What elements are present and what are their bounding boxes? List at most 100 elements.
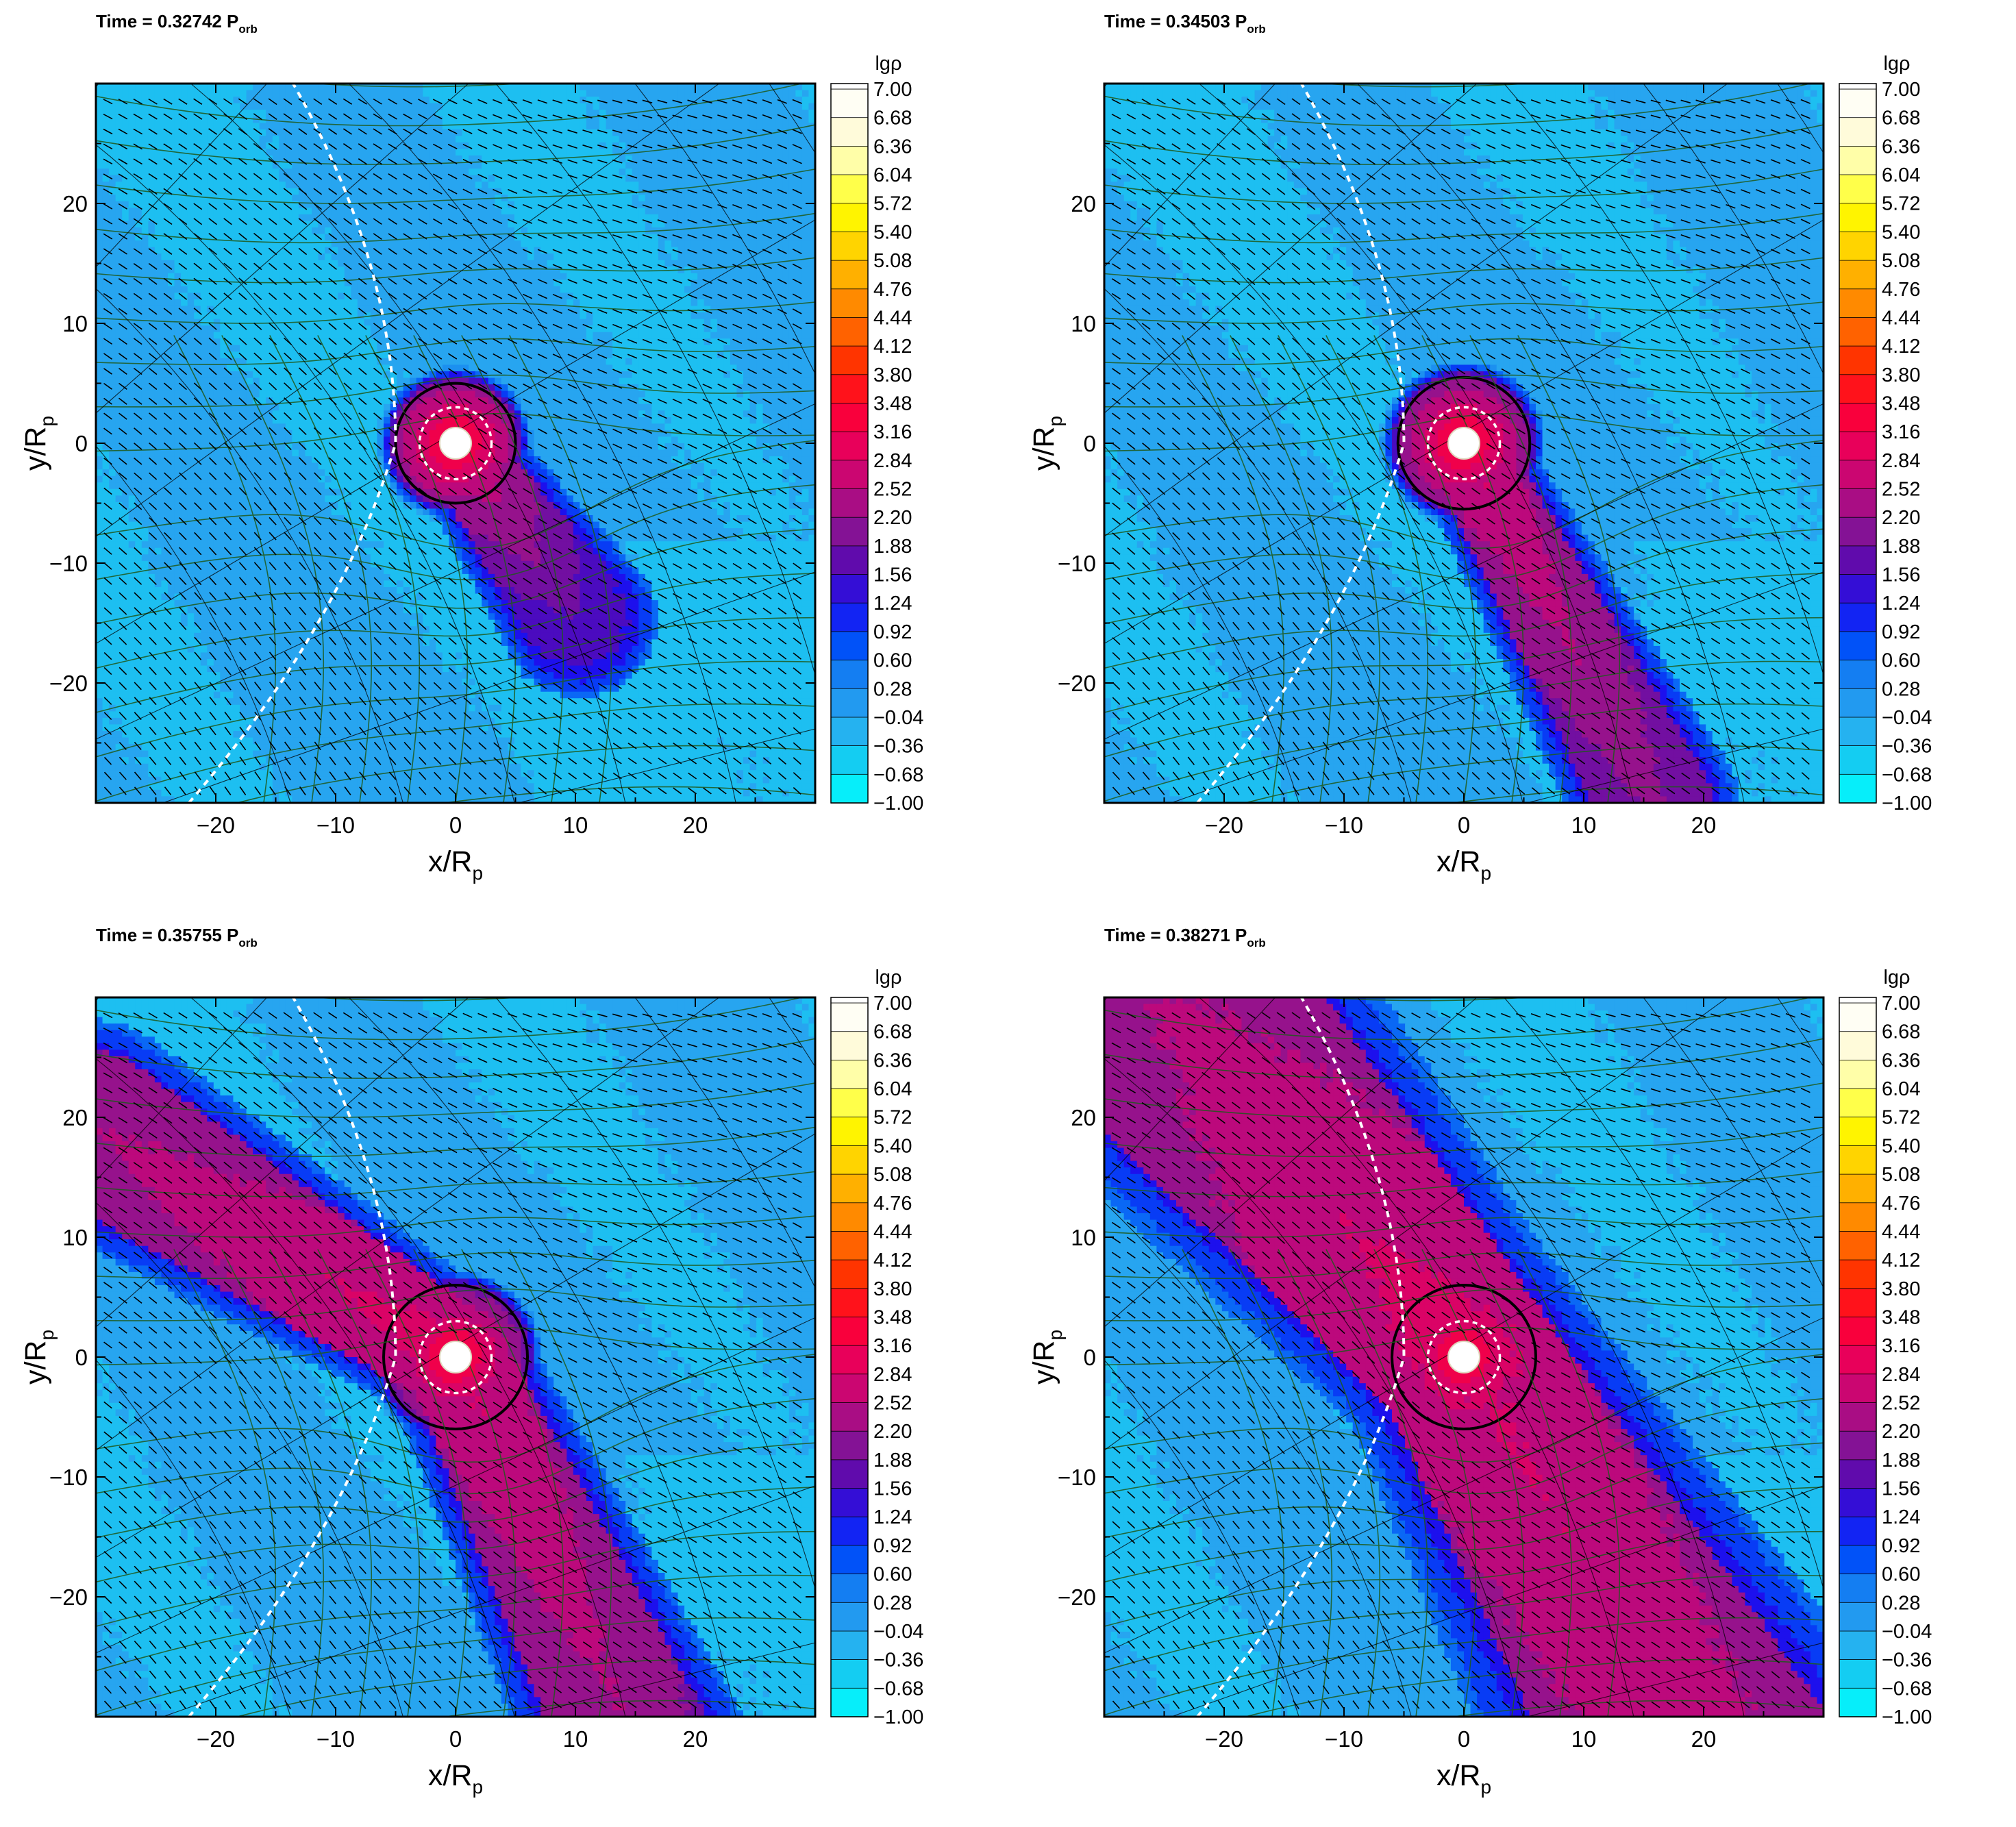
colorbar-tick-label: 5.72 (1882, 1107, 1920, 1129)
density-map (1104, 997, 1824, 1717)
colorbar-tick-label: 2.52 (873, 1393, 912, 1415)
colorbar-tick-label: 3.16 (873, 1335, 912, 1357)
colorbar-tick-label: 4.44 (873, 1221, 912, 1243)
x-tick-label: 20 (683, 812, 708, 838)
colorbar-tick-label: 1.24 (873, 1506, 912, 1528)
y-tick-label: 20 (62, 1105, 88, 1130)
x-axis-label: x/Rp (428, 1759, 483, 1798)
colorbar-tick-label: 4.12 (873, 1250, 912, 1271)
colorbar-tick-label: 6.04 (1882, 164, 1920, 186)
roche-lobe (418, 1319, 493, 1395)
x-tick-label: 0 (449, 812, 462, 838)
field-lines (1104, 997, 1824, 1717)
x-tick-label: 10 (1571, 812, 1597, 838)
colorbar-tick-label: 2.20 (873, 507, 912, 529)
colorbar-tick-label: 2.20 (1882, 507, 1920, 529)
colorbar: 7.00 6.68 6.36 6.04 5.72 5.40 5.08 4.76 4.44 4.12… (830, 53, 923, 815)
y-axis-label: y/Rp (1028, 416, 1066, 471)
colorbar-tick-label: 0.28 (873, 1592, 912, 1614)
axis-ticks (96, 84, 815, 803)
velocity-vectors (103, 1012, 802, 1709)
y-axis-label: y/Rp (19, 416, 58, 471)
colorbar-tick-label: 2.84 (1882, 450, 1920, 472)
y-axis-label: y/Rp (1028, 1330, 1066, 1384)
colorbar-tick-label: 1.56 (1882, 564, 1920, 586)
panel-2-svg: −20 −10 0 10 20 −20 −10 0 10 20 x/Rp y/Rp Time = 0.3… (1028, 11, 1932, 884)
y-tick-label: 10 (1071, 311, 1096, 336)
density-map (96, 997, 815, 1717)
colorbar-tick-label: 4.44 (1882, 1221, 1920, 1243)
x-tick-label: 20 (1691, 1726, 1717, 1752)
colorbar-tick-label: −0.36 (1882, 736, 1932, 758)
panel-2: −20 −10 0 10 20 −20 −10 0 10 20 x/Rp y/Rp Time = 0.3… (1008, 0, 2016, 913)
colorbar-tick-label: 1.56 (1882, 1478, 1920, 1500)
mesh-lines (1104, 84, 1824, 803)
colorbar-tick-label: 1.88 (873, 536, 912, 558)
x-tick-label: −10 (316, 812, 355, 838)
colorbar: 7.00 6.68 6.36 6.04 5.72 5.40 5.08 4.76 4.44 4.12… (1839, 53, 1932, 815)
chart-title: Time = 0.34503 Porb (1104, 11, 1266, 36)
colorbar-tick-label: 5.72 (873, 1107, 912, 1129)
y-tick-label: −20 (49, 1584, 88, 1610)
velocity-vectors (103, 98, 802, 795)
x-tick-label: 20 (683, 1726, 708, 1752)
x-tick-label: 10 (563, 1726, 588, 1752)
roche-lobe (1426, 406, 1502, 481)
y-axis-label: y/Rp (19, 1330, 58, 1384)
colorbar-tick-label: 5.40 (873, 1135, 912, 1157)
colorbar-tick-label: 2.84 (873, 450, 912, 472)
y-tick-label: −10 (1058, 1465, 1096, 1490)
colorbar-label: lgρ (875, 53, 901, 75)
y-tick-label: −20 (1058, 671, 1096, 696)
x-tick-label: −10 (1325, 1726, 1363, 1752)
colorbar-tick-label: −0.36 (873, 1650, 923, 1671)
velocity-vectors (1111, 1012, 1810, 1709)
colorbar-tick-label: 5.72 (873, 193, 912, 215)
y-tick-label: 20 (1071, 191, 1096, 216)
colorbar-tick-label: −1.00 (873, 793, 923, 815)
colorbar-tick-label: 6.36 (1882, 136, 1920, 158)
colorbar-tick-label: 0.28 (873, 678, 912, 700)
x-tick-label: −10 (316, 1726, 355, 1752)
colorbar-tick-label: 6.68 (1882, 108, 1920, 129)
colorbar-tick-label: 5.08 (873, 250, 912, 272)
colorbar-tick-label: 3.80 (1882, 364, 1920, 386)
colorbar-tick-label: −1.00 (1882, 1706, 1932, 1728)
colorbar-tick-label: 3.16 (1882, 1335, 1920, 1357)
mesh-lines (96, 84, 815, 803)
colorbar-tick-label: −0.68 (873, 1678, 923, 1700)
panel-4: −20 −10 0 10 20 −20 −10 0 10 20 x/Rp y/Rp Time = 0.3… (1008, 914, 2016, 1827)
colorbar-tick-label: −0.36 (1882, 1650, 1932, 1671)
y-tick-label: 0 (1084, 1345, 1096, 1370)
chart-title: Time = 0.35755 Porb (96, 925, 258, 949)
colorbar-tick-label: 4.76 (873, 279, 912, 301)
colorbar: 7.00 6.68 6.36 6.04 5.72 5.40 5.08 4.76 4.44 4.12… (830, 967, 923, 1728)
colorbar-label: lgρ (1883, 967, 1910, 989)
shock-boundary (382, 1283, 530, 1431)
y-tick-label: 10 (62, 311, 88, 336)
shock-boundary (394, 382, 517, 505)
colorbar-tick-label: 6.68 (873, 108, 912, 129)
colorbar-tick-label: 5.40 (1882, 221, 1920, 243)
colorbar-tick-label: −0.68 (873, 764, 923, 786)
colorbar-tick-label: 6.36 (1882, 1049, 1920, 1071)
colorbar-tick-label: 5.08 (1882, 250, 1920, 272)
colorbar-tick-label: 0.60 (873, 650, 912, 672)
y-tick-label: 0 (1084, 431, 1096, 456)
velocity-vectors (1111, 98, 1810, 795)
density-map (1104, 84, 1824, 803)
planet-marker (1447, 427, 1480, 460)
colorbar-label: lgρ (1883, 53, 1910, 75)
colorbar-tick-label: 1.24 (873, 593, 912, 614)
x-tick-label: 0 (449, 1726, 462, 1752)
y-tick-label: −20 (1058, 1584, 1096, 1610)
y-tick-label: 0 (75, 1345, 88, 1370)
colorbar-tick-label: 7.00 (1882, 993, 1920, 1015)
colorbar-tick-label: 7.00 (873, 79, 912, 101)
colorbar-tick-label: 6.68 (873, 1021, 912, 1043)
colorbar-tick-label: 0.92 (1882, 621, 1920, 643)
x-tick-label: −20 (1205, 1726, 1243, 1752)
x-tick-label: 10 (563, 812, 588, 838)
y-tick-label: −10 (1058, 551, 1096, 576)
mesh-lines (1104, 997, 1824, 1717)
